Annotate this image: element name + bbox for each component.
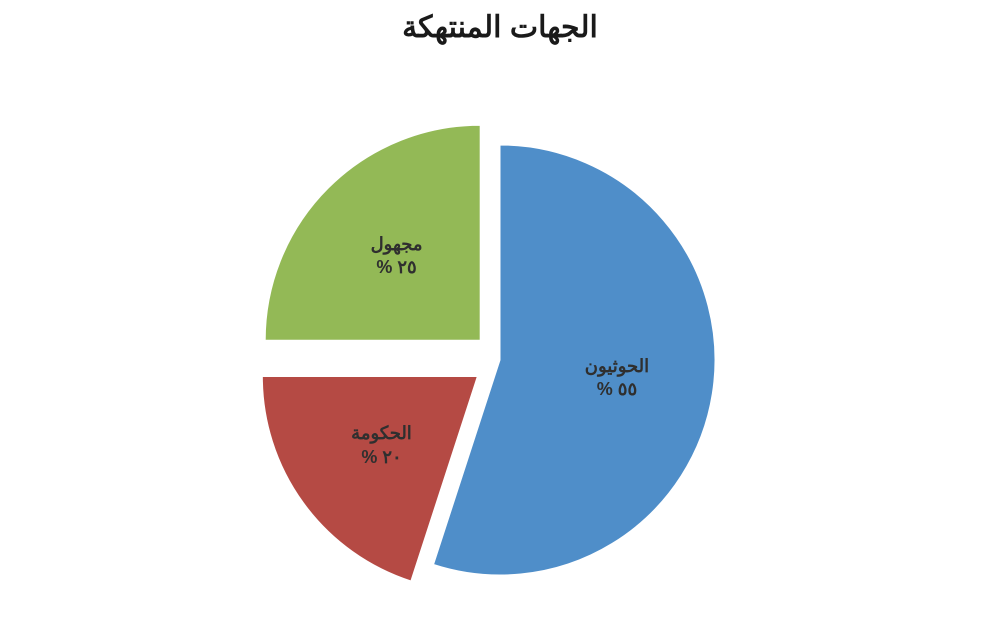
pie-chart (0, 0, 1000, 620)
slice-label-unknown: مجهول٢٥ % (371, 233, 423, 280)
slice-label-name: الحوثيون (585, 355, 649, 378)
slice-label-pct: ٥٥ % (585, 378, 649, 401)
slice-label-pct: ٢٠ % (351, 446, 412, 469)
chart-container: الجهات المنتهكة الحوثيون٥٥ %الحكومة٢٠ %م… (0, 0, 1000, 620)
slice-label-government: الحكومة٢٠ % (351, 422, 412, 469)
slice-label-pct: ٢٥ % (371, 256, 423, 279)
slice-label-houthis: الحوثيون٥٥ % (585, 355, 649, 402)
slice-label-name: مجهول (371, 233, 423, 256)
slice-label-name: الحكومة (351, 422, 412, 445)
